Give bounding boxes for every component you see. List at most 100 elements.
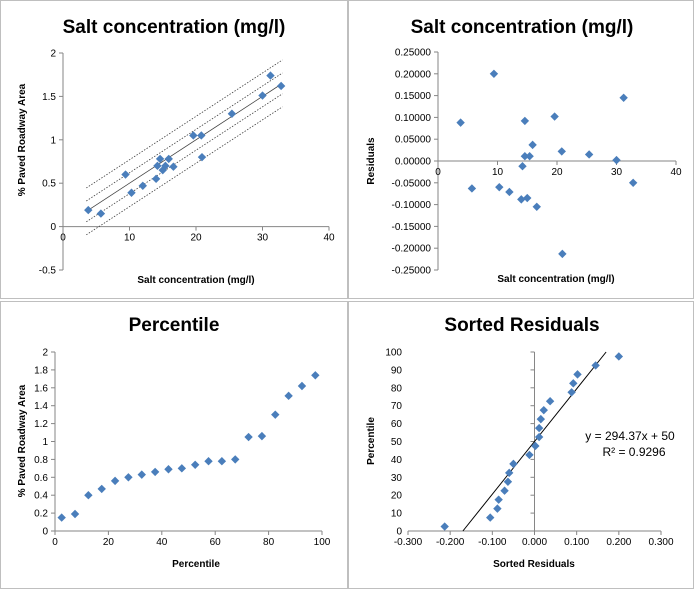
y-tick-label: 80: [391, 383, 403, 394]
data-point: [84, 491, 93, 500]
y-tick-label: -0.10000: [392, 200, 432, 211]
data-point: [550, 112, 559, 121]
data-point: [557, 147, 566, 156]
data-point: [138, 181, 147, 191]
data-point: [569, 379, 578, 388]
y-tick-label: 0.5: [42, 179, 56, 190]
data-point: [151, 174, 161, 184]
data-point: [518, 162, 527, 171]
y-tick-label: -0.25000: [392, 266, 432, 277]
data-point: [545, 397, 555, 406]
data-point: [486, 513, 495, 522]
y-tick-label: 2: [42, 348, 48, 359]
x-tick-label: 100: [314, 537, 331, 548]
data-point: [539, 405, 548, 415]
x-tick-label: 20: [551, 167, 563, 178]
x-axis-label: Salt concentration (mg/l): [497, 274, 614, 285]
x-tick-label: 20: [103, 537, 115, 548]
y-tick-label: 0: [396, 527, 402, 538]
data-point: [467, 184, 477, 193]
y-tick-label: 1.6: [34, 383, 48, 394]
prediction-band-upper: [86, 59, 283, 189]
x-axis-label: Sorted Residuals: [493, 559, 575, 570]
y-tick-label: 70: [391, 401, 403, 412]
data-point: [197, 152, 207, 162]
x-tick-label: 30: [257, 233, 269, 244]
data-point: [619, 93, 628, 102]
y-tick-label: 0.6: [34, 473, 48, 484]
data-point: [503, 477, 513, 486]
data-point: [525, 152, 534, 161]
data-point: [456, 118, 465, 127]
y-tick-label: 1: [42, 437, 48, 448]
data-point: [532, 202, 541, 211]
data-point: [266, 71, 275, 80]
x-tick-label: 30: [611, 167, 623, 178]
x-tick-label: -0.100: [478, 537, 507, 548]
y-tick-label: -0.5: [39, 266, 57, 277]
data-point: [124, 473, 133, 482]
data-point: [628, 178, 638, 187]
data-point: [153, 161, 162, 171]
data-point: [500, 486, 509, 495]
x-tick-label: 40: [670, 167, 682, 178]
x-tick-label: 0.200: [606, 537, 631, 548]
data-point: [573, 370, 582, 379]
data-point: [284, 391, 293, 401]
x-tick-label: -0.200: [436, 537, 465, 548]
data-point: [190, 460, 200, 469]
data-point: [164, 465, 173, 474]
data-point: [217, 456, 227, 466]
y-tick-label: 50: [391, 437, 403, 448]
y-tick-label: 0: [50, 222, 56, 233]
data-point: [244, 432, 253, 442]
data-point: [505, 468, 514, 478]
y-tick-label: 100: [385, 348, 402, 359]
data-point: [257, 431, 267, 441]
x-tick-label: 40: [156, 537, 168, 548]
y-tick-label: 0.15000: [395, 91, 432, 102]
chart-title: Salt concentration (mg/l): [411, 17, 634, 38]
y-tick-label: 90: [391, 365, 403, 376]
x-axis-label: Percentile: [172, 559, 220, 570]
data-point: [137, 470, 146, 479]
trendline-equation: y = 294.37x + 50: [585, 429, 675, 443]
y-axis-label: % Paved Roadway Area: [17, 83, 28, 196]
data-point: [231, 455, 240, 464]
data-point: [110, 476, 120, 486]
y-tick-label: 0.2: [34, 509, 48, 520]
chart-title: Percentile: [129, 315, 220, 336]
y-tick-label: 60: [391, 419, 403, 430]
y-tick-label: 0.00000: [395, 157, 432, 168]
data-point: [97, 484, 106, 494]
data-point: [534, 432, 544, 442]
x-tick-label: 0.000: [522, 537, 547, 548]
y-tick-label: 1.8: [34, 365, 48, 376]
y-tick-label: 20: [391, 491, 403, 502]
panel-c3: [0, 301, 348, 589]
chart-title: Salt concentration (mg/l): [63, 17, 286, 38]
data-point: [489, 69, 499, 78]
data-point: [84, 205, 93, 215]
r-squared-label: R² = 0.9296: [602, 445, 665, 459]
data-point: [258, 91, 267, 100]
x-tick-label: 0.300: [648, 537, 673, 548]
data-point: [558, 249, 567, 259]
y-tick-label: 1: [50, 135, 56, 146]
y-tick-label: 0.10000: [395, 113, 432, 124]
y-tick-label: -0.15000: [392, 222, 432, 233]
y-tick-label: 1.2: [34, 419, 48, 430]
data-point: [311, 371, 320, 380]
y-tick-label: -0.05000: [392, 178, 432, 189]
x-tick-label: 0.100: [564, 537, 589, 548]
y-tick-label: 0: [42, 527, 48, 538]
data-point: [528, 140, 537, 150]
y-tick-label: 1.5: [42, 92, 56, 103]
data-point: [227, 109, 237, 118]
data-point: [567, 388, 576, 397]
data-point: [161, 161, 170, 171]
x-tick-label: 40: [323, 233, 335, 244]
data-point: [536, 414, 546, 424]
x-tick-label: 0: [435, 167, 441, 178]
